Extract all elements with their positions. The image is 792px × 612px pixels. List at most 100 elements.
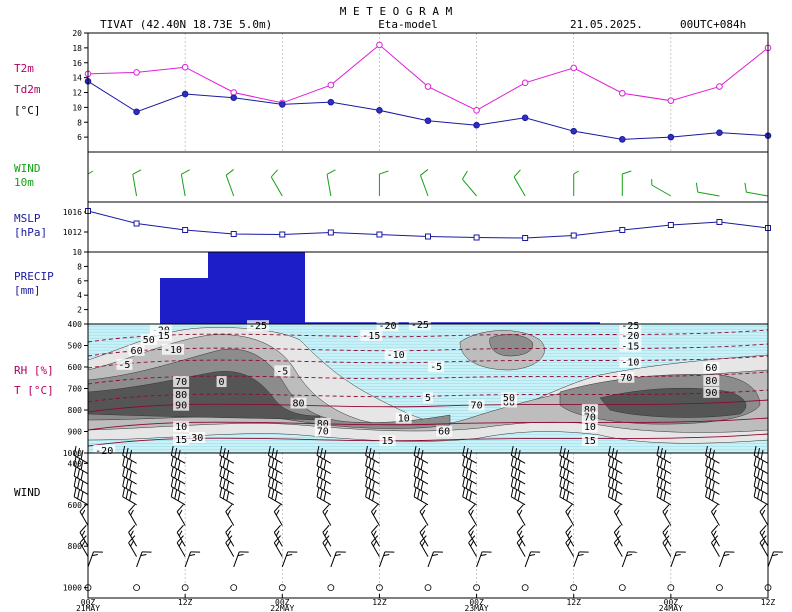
contour-label-bg bbox=[468, 399, 485, 411]
contour-label-bg bbox=[703, 374, 720, 386]
temperature-contour bbox=[87, 329, 769, 343]
contour-label-bg bbox=[581, 421, 598, 433]
windprof-barb bbox=[662, 524, 672, 547]
windprof-barb bbox=[468, 524, 478, 547]
header-title: M E T E O G R A M bbox=[340, 5, 453, 18]
temp-ytick-label: 10 bbox=[72, 103, 82, 112]
header-model: Eta-model bbox=[378, 18, 438, 31]
windprof-barb bbox=[79, 524, 89, 547]
windprof-barb bbox=[613, 504, 623, 526]
windprof-barb bbox=[365, 487, 380, 506]
contour-label: 70 bbox=[584, 413, 596, 424]
label-precip-a: PRECIP bbox=[14, 270, 54, 283]
td2m-point bbox=[618, 136, 626, 143]
contour-label-bg bbox=[581, 404, 598, 415]
contour-label-bg bbox=[173, 421, 190, 433]
contour-label: 10 bbox=[398, 414, 410, 425]
xaxis-date-label: 22MAY bbox=[270, 604, 294, 612]
contour-label-bg bbox=[173, 388, 190, 400]
t2m-point bbox=[327, 81, 335, 89]
label-precip-b: [mm] bbox=[14, 284, 41, 297]
temp-ytick-label: 14 bbox=[72, 74, 82, 83]
header-run: 00UTC+084h bbox=[680, 18, 746, 31]
windprof-barb bbox=[322, 535, 332, 557]
contour-label-bg bbox=[93, 444, 116, 456]
contour-label-bg bbox=[619, 356, 642, 368]
label-wind10-b: 10m bbox=[14, 176, 34, 189]
mslp-point bbox=[473, 234, 480, 241]
windprof-calm bbox=[521, 584, 529, 592]
temperature-contour bbox=[87, 389, 769, 403]
windprof-calm bbox=[278, 584, 286, 592]
wind10-barb bbox=[378, 170, 389, 196]
windprof-barb bbox=[184, 551, 201, 568]
windprof-barb bbox=[128, 535, 138, 557]
temp-ytick-label: 6 bbox=[77, 133, 82, 142]
windprof-barb bbox=[710, 535, 720, 557]
precip-ytick-label: 4 bbox=[77, 291, 82, 300]
windprof-barb bbox=[759, 504, 769, 526]
td2m-point bbox=[424, 117, 432, 125]
td2m-point bbox=[278, 101, 286, 108]
contour-label-bg bbox=[128, 344, 145, 356]
windprof-barb bbox=[662, 504, 672, 526]
precip-ytick-label: 6 bbox=[77, 277, 82, 286]
windprof-ytick-label: 600 bbox=[68, 501, 83, 510]
temperature-contour bbox=[87, 417, 769, 431]
windprof-barb bbox=[128, 504, 138, 526]
contour-label: 10 bbox=[175, 422, 187, 433]
precip-ytick-label: 8 bbox=[77, 262, 82, 271]
windprof-barb bbox=[370, 524, 380, 547]
windprof-calm bbox=[230, 584, 238, 592]
contour-label-bg bbox=[395, 412, 412, 424]
windprof-barb bbox=[705, 487, 720, 506]
windprof-barb bbox=[613, 524, 623, 547]
windprof-barb bbox=[419, 524, 429, 547]
windprof-calm bbox=[181, 584, 189, 592]
contour-label-bg bbox=[428, 361, 445, 372]
contour-label: 80 bbox=[317, 419, 329, 430]
windprof-barb bbox=[322, 524, 332, 547]
contour-label: 70 bbox=[471, 401, 483, 412]
wind10-barb bbox=[87, 170, 94, 196]
xaxis-tick-label: 00Z bbox=[275, 598, 290, 607]
contour-label-bg bbox=[173, 434, 190, 446]
contour-label: 60 bbox=[438, 427, 450, 438]
header-station: TIVAT (42.40N 18.73E 5.0m) bbox=[100, 18, 272, 31]
contour-label-bg bbox=[376, 320, 399, 332]
wind10-barb bbox=[326, 169, 336, 197]
label-mslp-b: [hPa] bbox=[14, 226, 47, 239]
windprof-ytick-label: 800 bbox=[68, 542, 83, 551]
contour-label: 80 bbox=[175, 390, 187, 401]
contour-label-bg bbox=[189, 431, 206, 443]
windprof-barb bbox=[267, 487, 283, 506]
windprof-barb bbox=[128, 524, 138, 547]
windprof-barb bbox=[273, 504, 283, 526]
windprof-ytick-label: 1000 bbox=[63, 584, 82, 593]
xaxis-tick-label: 12Z bbox=[761, 598, 776, 607]
panel-frame-mslp bbox=[87, 201, 769, 253]
rh-humidity-area bbox=[489, 334, 534, 357]
rh-ytick-label: 500 bbox=[68, 342, 83, 351]
precip-bar bbox=[208, 252, 305, 324]
xaxis-date-label: 23MAY bbox=[465, 604, 489, 612]
windprof-calm bbox=[570, 584, 578, 592]
windprof-barb bbox=[322, 504, 332, 526]
contour-label: -5 bbox=[430, 362, 442, 373]
contour-label: -10 bbox=[164, 345, 182, 356]
td2m-point bbox=[230, 94, 238, 102]
windprof-barb bbox=[759, 535, 769, 557]
t2m-point bbox=[376, 41, 383, 49]
windprof-barb bbox=[316, 487, 332, 506]
wind10-barb bbox=[621, 170, 632, 196]
contour-label: -20 bbox=[95, 446, 113, 457]
windprof-barb bbox=[516, 524, 526, 547]
td2m-point bbox=[570, 127, 578, 135]
contour-label: 10 bbox=[584, 422, 596, 433]
contour-label: -5 bbox=[118, 360, 130, 371]
contour-label: 15 bbox=[382, 436, 394, 447]
windprof-barb bbox=[122, 487, 137, 506]
contour-label-bg bbox=[216, 376, 227, 388]
temp-ytick-label: 8 bbox=[77, 118, 82, 127]
windprof-barb bbox=[516, 535, 526, 557]
